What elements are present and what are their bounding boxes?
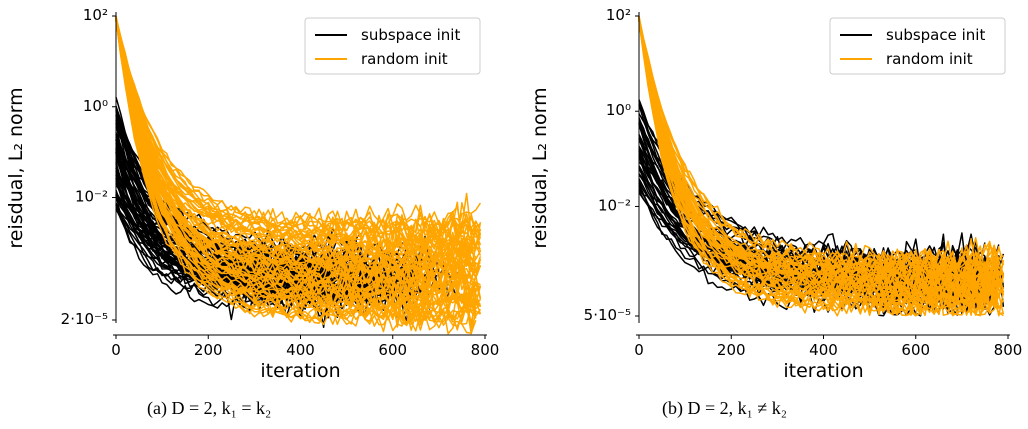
series-line [115, 17, 482, 263]
series-line [638, 16, 1004, 317]
series-line [115, 19, 481, 244]
x-tick-label: 400 [809, 341, 838, 359]
x-tick-label: 800 [994, 341, 1023, 359]
series-line [115, 19, 482, 279]
series-line [115, 195, 324, 319]
series-group [115, 15, 482, 335]
chart-panel-a: 0 200 400 600 800 10² 10⁰ 10⁻² 2·10⁻⁵ iteration re… [5, 6, 500, 418]
legend: subspace init random init [304, 17, 481, 75]
y-axis-label: reisdual, L₂ norm [5, 87, 27, 248]
x-tick-label: 200 [194, 341, 223, 359]
y-tick-label: 10² [83, 6, 108, 24]
chart-a-svg: 0 200 400 600 800 10² 10⁰ 10⁻² 2·10⁻⁵ iteration re… [5, 6, 500, 382]
y-tick-label: 10⁻² [598, 196, 631, 214]
legend-label: random init [886, 50, 973, 68]
y-tick-label: 10⁻² [75, 188, 108, 206]
x-tick-label: 600 [378, 341, 407, 359]
series-line [115, 16, 482, 233]
x-tick-label: 400 [286, 341, 315, 359]
series-random-init [638, 15, 1005, 317]
x-tick-label: 800 [471, 341, 500, 359]
x-tick-label: 0 [634, 341, 644, 359]
series-line [638, 19, 1004, 270]
x-tick-label: 600 [901, 341, 930, 359]
series-group [638, 15, 1005, 317]
series-line [638, 16, 1000, 289]
x-axis-label: iteration [783, 360, 863, 382]
series-line [115, 17, 482, 300]
series-line [115, 18, 477, 244]
series-random-init [115, 15, 482, 335]
y-tick-label: 2·10⁻⁵ [61, 310, 108, 328]
series-line [115, 17, 477, 268]
caption-a: (a) D = 2, k₁ = k₂ [147, 398, 272, 418]
series-line [638, 20, 1005, 302]
legend-label: subspace init [361, 26, 460, 44]
x-tick-label: 200 [717, 341, 746, 359]
y-tick-label: 10⁰ [606, 101, 631, 119]
series-line [638, 20, 1005, 275]
x-tick-label: 0 [111, 341, 121, 359]
x-axis-label: iteration [260, 360, 340, 382]
y-tick-label: 10⁰ [83, 97, 108, 115]
legend-box [304, 17, 481, 75]
series-line [115, 18, 477, 285]
caption-b: (b) D = 2, k₁ ≠ k₂ [662, 398, 788, 418]
y-tick-label: 5·10⁻⁵ [584, 306, 631, 324]
series-line [115, 16, 482, 242]
y-axis-label: reisdual, L₂ norm [529, 87, 551, 248]
series-line [115, 17, 482, 278]
chart-panel-b: 0 200 400 600 800 10² 10⁰ 10⁻² 5·10⁻⁵ iteration re… [514, 0, 1028, 429]
series-line [115, 16, 477, 296]
legend-box [829, 17, 1006, 75]
y-tick-label: 10² [606, 6, 631, 24]
series-line [115, 16, 477, 239]
series-line [638, 19, 1000, 288]
legend: subspace init random init [829, 17, 1006, 75]
legend-label: subspace init [886, 26, 985, 44]
chart-b-svg: 0 200 400 600 800 10² 10⁰ 10⁻² 5·10⁻⁵ iteration re… [529, 6, 1023, 382]
legend-label: random init [361, 50, 448, 68]
